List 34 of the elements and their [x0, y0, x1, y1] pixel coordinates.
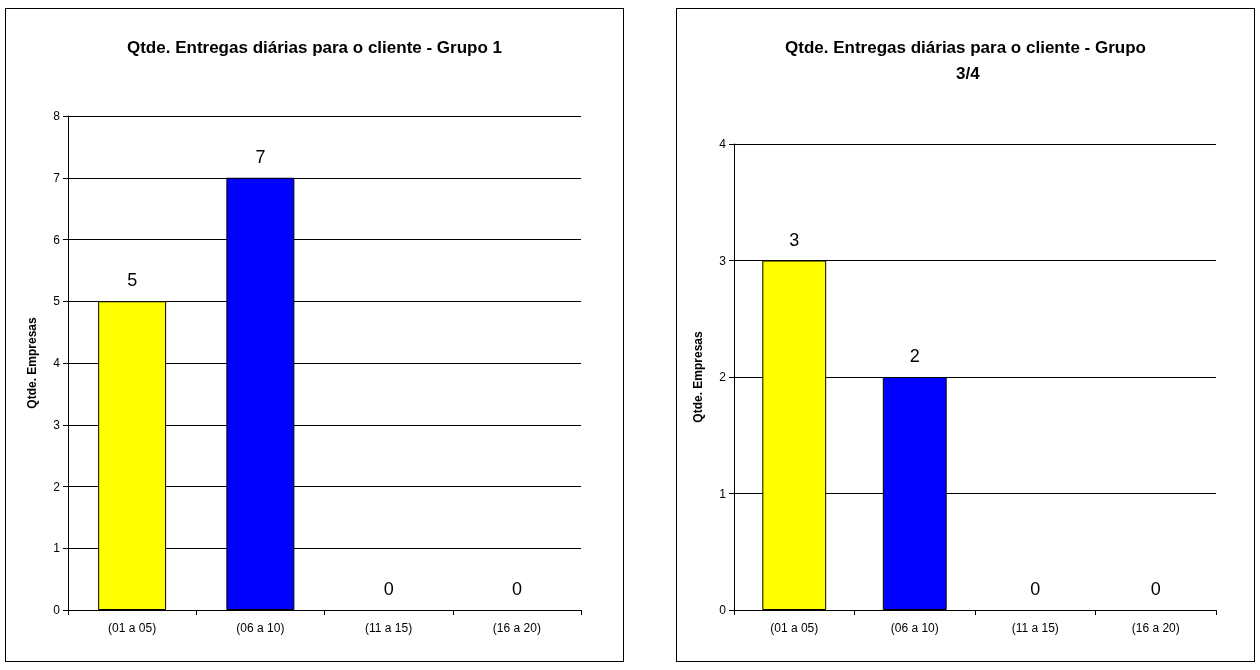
data-label: 3 — [789, 229, 800, 250]
x-tick-label: (11 a 15) — [1011, 621, 1059, 635]
y-tick-label: 4 — [719, 137, 727, 151]
y-tick-label: 8 — [53, 109, 61, 123]
x-tick-label: (01 a 05) — [108, 621, 157, 635]
y-axis-title: Qtde. Empresas — [691, 330, 705, 423]
y-tick-label: 1 — [53, 541, 61, 556]
y-tick-label: 4 — [53, 356, 61, 370]
y-tick-label: 3 — [719, 253, 727, 268]
data-label: 0 — [1030, 579, 1041, 599]
data-label: 5 — [127, 270, 138, 291]
x-tick-label: (01 a 05) — [770, 621, 819, 635]
chart-title: Qtde. Entregas diárias para o cliente - Grupo 3/4 — [785, 37, 1146, 83]
y-tick-label: 1 — [719, 486, 727, 501]
data-label: 7 — [255, 146, 266, 167]
y-tick-label: 0 — [719, 603, 727, 617]
x-tick-label: (16 a 20) — [492, 621, 541, 635]
y-tick-label: 2 — [53, 479, 61, 494]
x-tick-label: (16 a 20) — [1131, 621, 1180, 635]
y-tick-label: 0 — [53, 603, 61, 617]
data-label: 0 — [511, 579, 522, 599]
y-tick-label: 2 — [719, 370, 727, 384]
chart-title: Qtde. Entregas diárias para o cliente - Grupo 1 — [126, 37, 503, 57]
y-axis-title: Qtde. Empresas — [25, 316, 39, 409]
y-tick-label: 6 — [53, 232, 61, 247]
data-label: 0 — [1150, 579, 1161, 599]
data-label: 2 — [909, 346, 920, 366]
x-tick-label: (06 a 10) — [890, 621, 939, 635]
y-tick-label: 3 — [53, 417, 61, 432]
data-label: 0 — [383, 579, 394, 599]
y-tick-label: 5 — [53, 294, 61, 309]
x-tick-label: (11 a 15) — [365, 621, 413, 635]
x-tick-label: (06 a 10) — [236, 621, 285, 635]
y-tick-label: 7 — [53, 170, 61, 185]
